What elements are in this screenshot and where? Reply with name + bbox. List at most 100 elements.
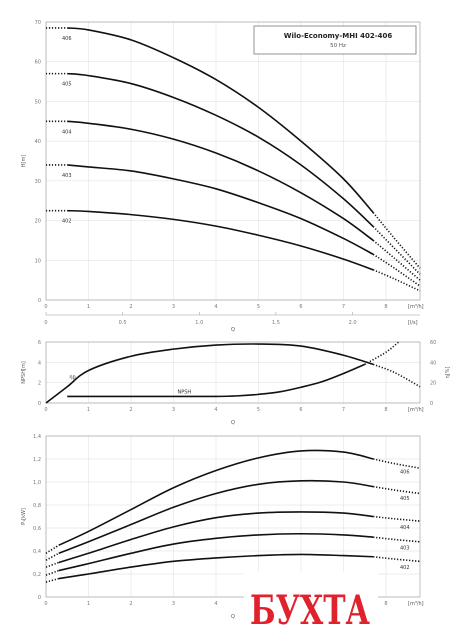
x-tick-label: 6 (299, 407, 302, 413)
plot-frame-npsh-efficiency (45, 341, 421, 404)
y-tick-label: 0,4 (33, 549, 41, 555)
curve-tail-power-403 (373, 536, 421, 543)
secondary-x-tick-label: 1.5 (272, 320, 280, 326)
series-label-head-406: 406 (62, 36, 72, 42)
y-tick-label: 0,6 (33, 526, 41, 532)
x-tick-label: 3 (172, 601, 175, 607)
x-tick-label: 8 (384, 601, 387, 607)
y-right-axis-label: η[%] (445, 367, 451, 379)
watermark-text: БУХТА (250, 587, 370, 634)
curve-power-402 (58, 553, 374, 580)
curve-npsh-efficiency-ηp (45, 343, 374, 404)
curve-head-404 (67, 120, 374, 242)
secondary-x-tick-label: 2.0 (349, 320, 357, 326)
curve-power-405 (58, 479, 374, 555)
y-right-tick-label: 60 (430, 340, 436, 346)
x-tick-label: 0 (44, 601, 47, 607)
series-label-npsh-efficiency-ηp: ηp (69, 375, 75, 381)
x-tick-label: 5 (257, 407, 260, 413)
curves-layer (45, 27, 421, 583)
y-tick-label: 10 (35, 258, 41, 264)
series-label-head-404: 404 (62, 129, 72, 135)
y-tick-label: 0,2 (33, 572, 41, 578)
legend-frame (253, 25, 417, 55)
x-tick-label: 4 (214, 407, 217, 413)
curve-tail-head-406 (372, 212, 421, 269)
y-tick-label: 30 (35, 179, 41, 185)
y-tick-label: 50 (35, 99, 41, 105)
plot-frame-head (45, 21, 421, 301)
y-tick-label: 2 (38, 381, 41, 387)
curve-start-power-404 (45, 561, 60, 568)
x-tick-label: 0 (44, 304, 47, 310)
curve-start-power-405 (45, 552, 60, 561)
curve-power-404 (58, 511, 374, 564)
x-tick-label: 2 (129, 601, 132, 607)
watermark-logo: БУХТА (244, 572, 378, 640)
curve-tail-head-405 (372, 225, 421, 275)
x-axis-letter: Q (231, 327, 235, 333)
grid-layer (45, 21, 420, 598)
y-right-tick-label: 20 (430, 381, 436, 387)
series-label-head-402: 402 (62, 219, 72, 225)
legend-box: Wilo-Economy-MHI 402-406 50 Hz (253, 25, 417, 55)
y-tick-label: 70 (35, 20, 41, 26)
curve-head-402 (67, 209, 374, 271)
x-axis-letter: Q (231, 420, 235, 426)
y-tick-label: 0 (38, 401, 41, 407)
curve-power-406 (58, 449, 374, 546)
series-label-head-405: 405 (62, 82, 72, 88)
series-label-head-403: 403 (62, 173, 72, 179)
curve-npsh-efficiency-NPSH (67, 363, 366, 398)
curve-tail-power-405 (373, 485, 421, 495)
curve-power-403 (58, 532, 374, 572)
secondary-x-unit-label: [l/s] (408, 320, 418, 326)
legend-subtitle: 50 Hz (330, 43, 346, 49)
x-axis-letter: Q (231, 614, 235, 620)
y-axis-label: H[m] (21, 155, 27, 168)
y-tick-label: 40 (35, 139, 41, 145)
x-tick-label: 2 (129, 407, 132, 413)
series-label-power-402: 402 (400, 565, 410, 571)
curve-tail-head-404 (372, 239, 421, 281)
y-tick-label: 0 (38, 298, 41, 304)
curve-start-power-402 (45, 577, 59, 583)
series-label-power-405: 405 (400, 496, 410, 502)
y-tick-label: 0 (38, 595, 41, 601)
curve-start-power-406 (45, 544, 60, 554)
y-tick-label: 6 (38, 340, 41, 346)
x-unit-label: [m³/h] (408, 407, 424, 413)
series-label-power-403: 403 (400, 546, 410, 552)
series-label-power-406: 406 (400, 470, 410, 476)
y-tick-label: 1,2 (33, 457, 41, 463)
x-unit-label: [m³/h] (408, 601, 424, 607)
x-tick-label: 4 (214, 304, 217, 310)
curve-tail-power-406 (373, 458, 421, 469)
y-tick-label: 60 (35, 60, 41, 66)
series-label-power-404: 404 (400, 525, 410, 531)
watermark-backdrop (244, 572, 378, 640)
secondary-x-tick-label: 1.0 (195, 320, 203, 326)
y-axis-label: NPSH[m] (21, 361, 27, 384)
x-tick-label: 8 (384, 407, 387, 413)
y-axis-label: P₁[kW] (21, 508, 27, 525)
curve-head-405 (67, 72, 374, 228)
legend-title: Wilo-Economy-MHI 402-406 (284, 32, 393, 40)
x-tick-label: 8 (384, 304, 387, 310)
x-tick-label: 1 (87, 304, 90, 310)
series-label-npsh-efficiency-NPSH: NPSH (178, 389, 192, 395)
y-tick-label: 0,8 (33, 503, 41, 509)
curve-tail-power-404 (373, 515, 421, 522)
x-tick-label: 2 (129, 304, 132, 310)
y-tick-label: 1,0 (33, 480, 41, 486)
curve-head-403 (67, 164, 374, 256)
curve-tail-head-402 (372, 269, 421, 292)
x-tick-label: 5 (257, 304, 260, 310)
secondary-x-tick-label: 0 (44, 320, 47, 326)
x-tick-label: 1 (87, 601, 90, 607)
curve-tail-power-402 (373, 555, 421, 563)
y-right-tick-label: 40 (430, 360, 436, 366)
plot-frame-power (45, 435, 421, 598)
